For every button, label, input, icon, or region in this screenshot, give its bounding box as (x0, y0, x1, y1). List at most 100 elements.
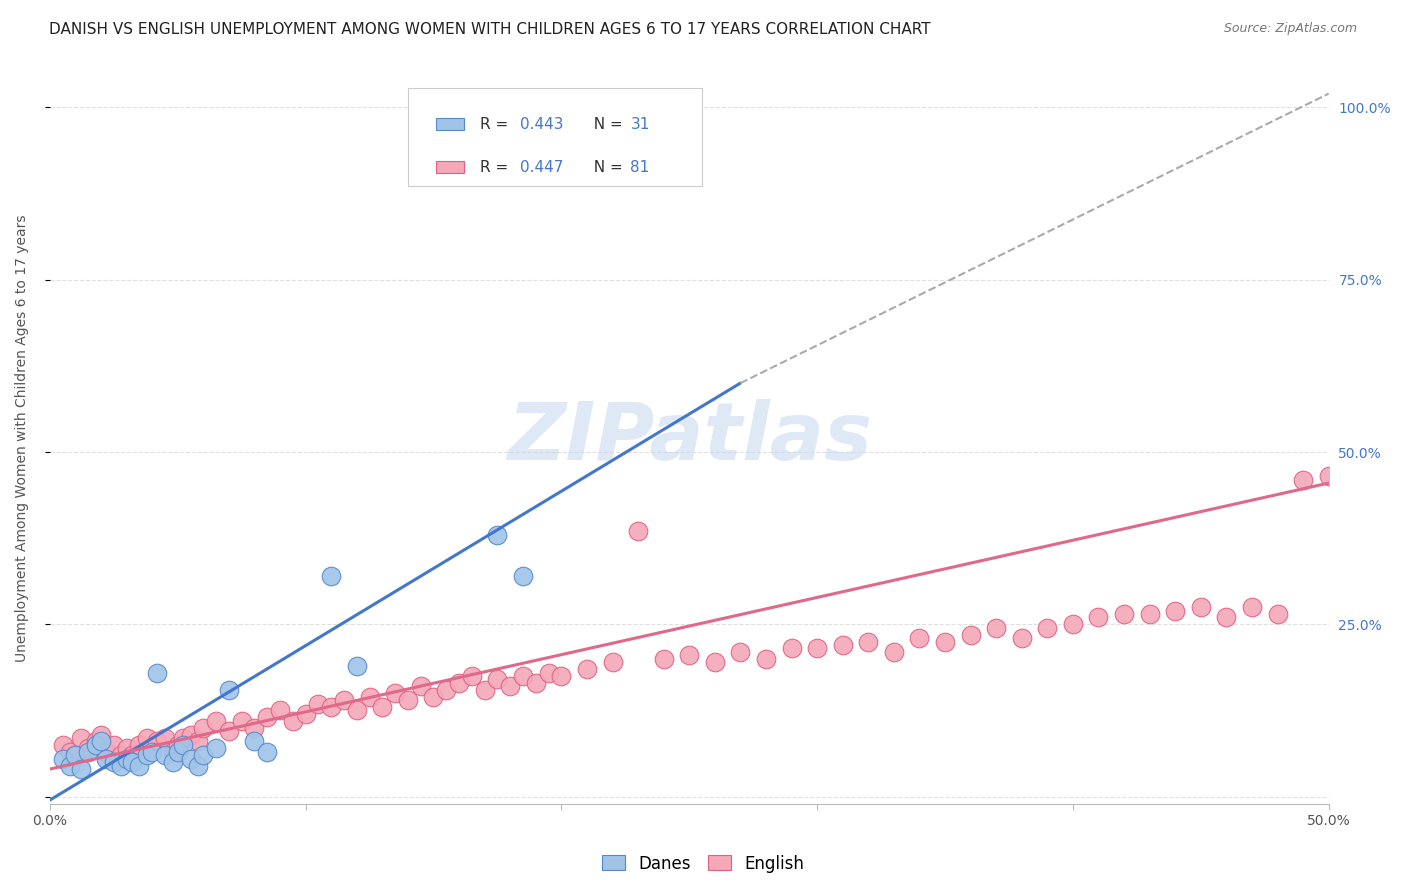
Point (172, 738, 194, 752)
Text: 0.447: 0.447 (520, 160, 564, 175)
Point (84, 734, 107, 748)
Point (146, 665, 169, 680)
Point (103, 755, 125, 769)
Point (512, 669, 534, 683)
Text: 0.443: 0.443 (520, 117, 564, 132)
Point (136, 731, 159, 745)
Point (187, 734, 209, 748)
Y-axis label: Unemployment Among Women with Children Ages 6 to 17 years: Unemployment Among Women with Children A… (15, 214, 30, 662)
Point (110, 748, 132, 763)
Text: Source: ZipAtlas.com: Source: ZipAtlas.com (1223, 22, 1357, 36)
Point (193, 748, 215, 763)
Point (1011, 631, 1033, 645)
Point (69, 731, 91, 745)
Point (281, 714, 304, 728)
Point (780, 641, 803, 656)
Point (396, 693, 419, 707)
Point (294, 706, 316, 721)
Point (1139, 607, 1161, 621)
Point (1317, 469, 1340, 483)
Point (474, 682, 496, 697)
Text: R =: R = (479, 160, 513, 175)
Point (153, 748, 176, 763)
Point (166, 738, 188, 752)
Point (179, 752, 201, 766)
Point (110, 758, 132, 772)
Point (179, 728, 201, 742)
Point (1062, 617, 1084, 632)
Point (162, 745, 184, 759)
Point (908, 631, 931, 645)
Point (627, 524, 650, 539)
Point (243, 734, 266, 748)
Point (831, 638, 853, 652)
Point (172, 731, 194, 745)
Point (218, 682, 240, 697)
Text: DANISH VS ENGLISH UNEMPLOYMENT AMONG WOMEN WITH CHILDREN AGES 6 TO 17 YEARS CORR: DANISH VS ENGLISH UNEMPLOYMENT AMONG WOM… (49, 22, 931, 37)
Point (59, 745, 82, 759)
Text: N =: N = (585, 160, 628, 175)
Point (730, 645, 752, 659)
Point (69, 762, 91, 776)
Point (205, 741, 228, 756)
Point (321, 700, 343, 714)
Point (422, 690, 444, 704)
Point (755, 652, 778, 666)
Point (307, 697, 329, 711)
Point (269, 704, 291, 718)
Point (409, 679, 432, 693)
Text: ZIPatlas: ZIPatlas (506, 400, 872, 477)
Point (153, 731, 176, 745)
Point (461, 669, 484, 683)
Point (141, 745, 163, 759)
Point (256, 745, 278, 759)
Point (231, 714, 253, 728)
Point (94, 752, 117, 766)
Legend: Danes, English: Danes, English (595, 848, 811, 880)
Text: R =: R = (479, 117, 513, 132)
Point (575, 662, 598, 676)
Point (121, 755, 143, 769)
FancyBboxPatch shape (436, 118, 464, 130)
Point (986, 621, 1008, 635)
Point (486, 527, 509, 541)
Point (256, 710, 278, 724)
Point (1267, 607, 1289, 621)
Point (806, 641, 828, 656)
Point (243, 721, 266, 735)
Point (77, 745, 100, 759)
Point (193, 721, 215, 735)
Point (103, 738, 125, 752)
Point (90, 734, 112, 748)
Point (162, 755, 184, 769)
Point (499, 679, 522, 693)
Point (934, 634, 956, 648)
Point (218, 724, 240, 739)
Point (136, 748, 159, 763)
FancyBboxPatch shape (436, 161, 464, 173)
Point (166, 745, 188, 759)
Point (52, 752, 75, 766)
Point (858, 634, 880, 648)
Point (652, 652, 675, 666)
Point (537, 665, 560, 680)
Point (77, 741, 100, 756)
Point (205, 714, 228, 728)
Point (187, 758, 209, 772)
Point (59, 758, 82, 772)
Point (1164, 603, 1187, 617)
Point (146, 734, 169, 748)
Point (678, 648, 700, 663)
Point (550, 669, 572, 683)
Point (333, 693, 356, 707)
Point (84, 738, 107, 752)
Point (65, 748, 87, 763)
Point (321, 569, 343, 583)
Point (121, 748, 143, 763)
Point (434, 682, 457, 697)
Point (90, 728, 112, 742)
Point (371, 700, 394, 714)
Point (359, 690, 381, 704)
FancyBboxPatch shape (408, 87, 702, 186)
Point (65, 748, 87, 763)
